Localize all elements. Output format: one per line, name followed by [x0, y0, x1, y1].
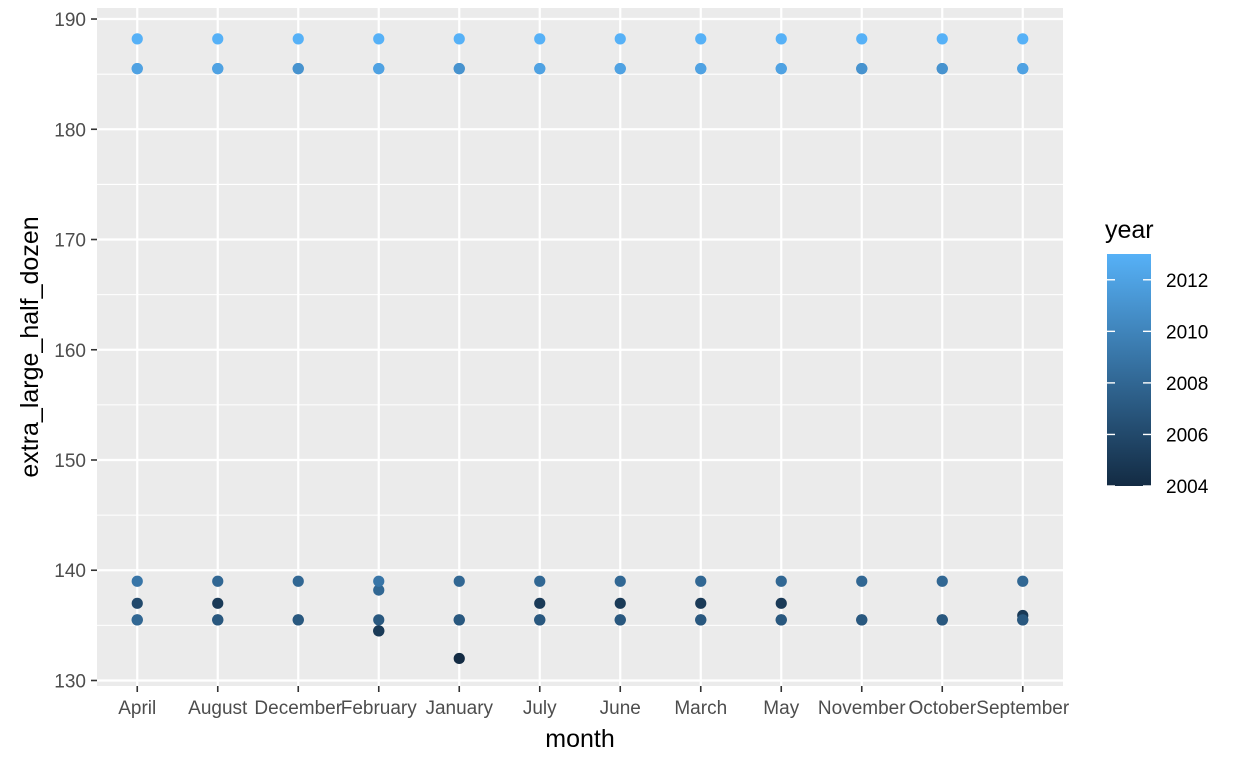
legend-tick-label: 2008 [1166, 374, 1208, 395]
plot-panel [97, 8, 1063, 686]
x-tick-label: April [118, 698, 156, 719]
data-point [856, 63, 868, 75]
data-point [534, 614, 546, 626]
y-axis-title: extra_large_half_dozen [16, 216, 44, 477]
data-point [373, 584, 385, 596]
x-tick-label: June [600, 698, 641, 719]
data-point [614, 575, 626, 587]
x-tick-label: March [674, 698, 727, 719]
data-point [614, 33, 626, 45]
data-point [373, 614, 385, 626]
data-point [1017, 63, 1029, 75]
data-point [131, 614, 143, 626]
data-point [695, 63, 707, 75]
x-tick-label: May [763, 698, 799, 719]
x-tick-label: February [341, 698, 418, 719]
data-point [936, 614, 948, 626]
data-point [775, 575, 787, 587]
data-point [856, 614, 868, 626]
data-point [292, 614, 304, 626]
data-point [453, 575, 465, 587]
data-point [453, 614, 465, 626]
y-axis: 130 140 150 160 170 180 190 [54, 10, 97, 692]
legend-tick-label: 2012 [1166, 271, 1208, 292]
data-point [212, 33, 224, 45]
data-point [292, 575, 304, 587]
legend-tick-label: 2010 [1166, 322, 1208, 343]
data-point [614, 597, 626, 609]
data-point [534, 575, 546, 587]
data-point [856, 575, 868, 587]
x-tick-label: July [523, 698, 557, 719]
legend-ticks: 2004 2006 2008 2010 2012 [1107, 271, 1209, 498]
y-tick-label: 130 [54, 671, 86, 692]
x-tick-label: November [818, 698, 906, 719]
data-point [373, 625, 385, 637]
data-point [614, 63, 626, 75]
x-tick-label: August [188, 698, 248, 719]
data-points [131, 33, 1029, 665]
legend-title: year [1105, 216, 1154, 244]
data-point [1017, 575, 1029, 587]
data-point [856, 33, 868, 45]
y-tick-label: 190 [54, 10, 86, 31]
data-point [453, 33, 465, 45]
major-gridlines [97, 8, 1063, 686]
y-tick-label: 160 [54, 341, 86, 362]
year-legend: year 2004 2006 2008 2010 2012 [1105, 216, 1209, 498]
data-point [775, 597, 787, 609]
legend-tick-label: 2006 [1166, 425, 1208, 446]
data-point [1017, 33, 1029, 45]
y-tick-label: 150 [54, 451, 86, 472]
data-point [695, 33, 707, 45]
x-tick-label: January [425, 698, 493, 719]
y-tick-label: 180 [54, 120, 86, 141]
data-point [1017, 614, 1029, 626]
data-point [936, 575, 948, 587]
data-point [775, 33, 787, 45]
data-point [614, 614, 626, 626]
data-point [212, 575, 224, 587]
data-point [292, 63, 304, 75]
y-tick-label: 170 [54, 231, 86, 252]
minor-gridlines [97, 73, 1063, 626]
data-point [775, 63, 787, 75]
data-point [373, 33, 385, 45]
data-point [695, 597, 707, 609]
data-point [695, 614, 707, 626]
data-point [373, 63, 385, 75]
data-point [131, 63, 143, 75]
data-point [212, 597, 224, 609]
data-point [453, 652, 465, 665]
data-point [936, 63, 948, 75]
data-point [131, 597, 143, 609]
data-point [292, 33, 304, 45]
data-point [534, 63, 546, 75]
legend-tick-label: 2004 [1166, 477, 1209, 498]
data-point [534, 597, 546, 609]
data-point [373, 575, 385, 587]
data-point [212, 63, 224, 75]
x-tick-label: December [254, 698, 342, 719]
data-point [131, 33, 143, 45]
data-point [131, 575, 143, 587]
y-tick-label: 140 [54, 561, 86, 582]
x-axis-title: month [545, 725, 614, 753]
data-point [212, 614, 224, 626]
x-tick-label: October [908, 698, 976, 719]
data-point [695, 575, 707, 587]
data-point [534, 33, 546, 45]
x-tick-label: September [976, 698, 1070, 719]
data-point [775, 614, 787, 626]
data-point [453, 63, 465, 75]
legend-colorbar [1107, 254, 1151, 486]
data-point [936, 33, 948, 45]
